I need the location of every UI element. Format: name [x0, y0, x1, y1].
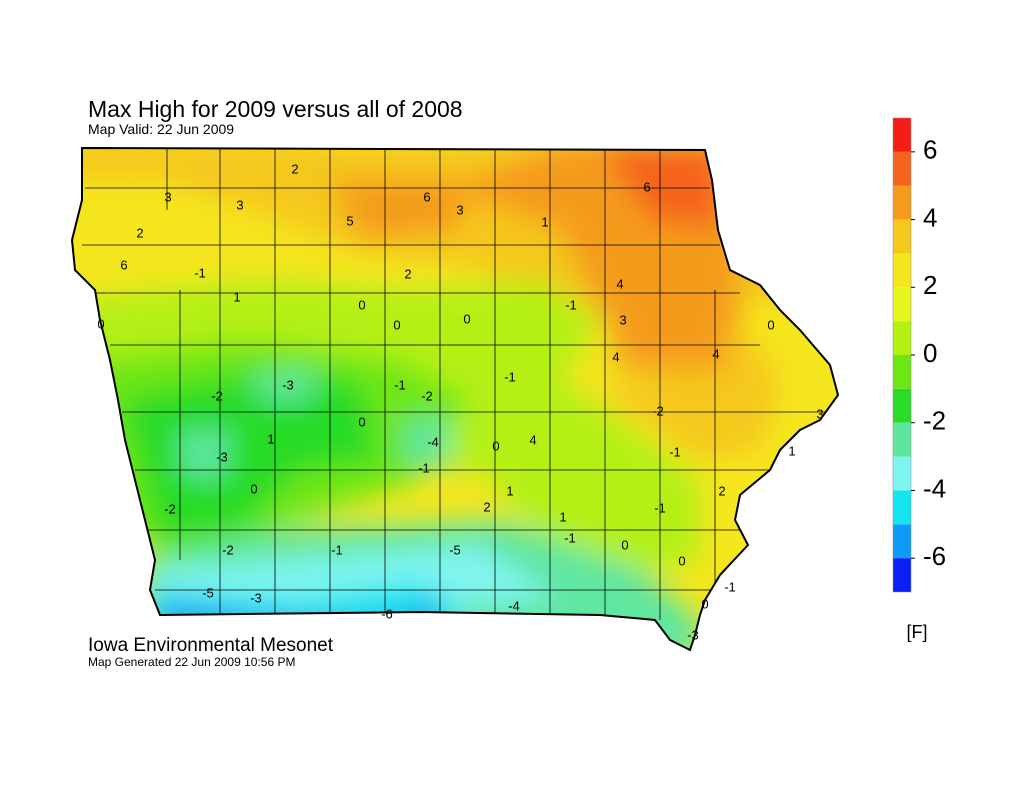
colorbar: -6 -4 -2 0 2 4 6 [892, 117, 946, 593]
station-value: 4 [612, 349, 619, 364]
source: Iowa Environmental Mesonet [88, 635, 334, 656]
station-value: -3 [250, 590, 262, 605]
station-value: -1 [724, 579, 736, 594]
station-value: 0 [393, 317, 400, 332]
colorbar-tick-label: 0 [923, 338, 937, 368]
colorbar-bin [893, 287, 911, 322]
generated-note: Map Generated 22 Jun 2009 10:56 PM [88, 655, 295, 669]
colorbar-tick-label: -6 [923, 541, 946, 571]
station-value: 3 [816, 406, 823, 421]
station-value: 2 [291, 161, 298, 176]
colorbar-bin [893, 219, 911, 254]
station-value: -3 [216, 449, 228, 464]
station-value: -2 [164, 501, 176, 516]
station-value: -1 [331, 542, 343, 557]
station-value: 0 [492, 438, 499, 453]
colorbar-bin [893, 355, 911, 389]
station-value: 0 [463, 311, 470, 326]
colorbar-bin [893, 558, 911, 592]
colorbar-tick-label: 4 [923, 202, 937, 232]
station-value: 3 [236, 197, 243, 212]
station-value: -1 [504, 369, 516, 384]
station-value: 4 [616, 276, 623, 291]
contour-field [72, 148, 838, 650]
colorbar-bin [893, 524, 911, 559]
station-value: 1 [788, 443, 795, 458]
colorbar-tick-label: -2 [923, 406, 946, 436]
station-value: -4 [508, 598, 520, 613]
station-value: -5 [202, 585, 214, 600]
colorbar-bin [893, 185, 911, 220]
colorbar-bin [893, 321, 911, 355]
colorbar-tick-label: -4 [923, 473, 946, 503]
station-value: 1 [506, 483, 513, 498]
station-value: 0 [621, 537, 628, 552]
station-value: -1 [418, 460, 430, 475]
station-value: 2 [718, 483, 725, 498]
station-value: 1 [267, 431, 274, 446]
station-value: -1 [564, 530, 576, 545]
station-value: -2 [421, 388, 433, 403]
colorbar-bin [893, 456, 911, 491]
station-value: 3 [456, 202, 463, 217]
station-value: -1 [565, 297, 577, 312]
station-value: 1 [541, 214, 548, 229]
station-value: 3 [164, 189, 171, 204]
colorbar-tick-label: 6 [923, 135, 937, 165]
station-value: -2 [652, 403, 664, 418]
station-value: 2 [404, 266, 411, 281]
station-value: -2 [222, 542, 234, 557]
station-value: 0 [678, 553, 685, 568]
station-value: -4 [427, 434, 439, 449]
station-value: -1 [394, 377, 406, 392]
station-value: -1 [669, 444, 681, 459]
station-value: -1 [194, 265, 206, 280]
county-lines [82, 148, 825, 620]
station-value: 0 [97, 316, 104, 331]
title: Max High for 2009 versus all of 2008 [88, 96, 463, 122]
station-value: -6 [381, 606, 393, 621]
colorbar-bin [893, 490, 911, 525]
station-value: 3 [619, 312, 626, 327]
colorbar-bin [893, 253, 911, 288]
station-value: 5 [346, 213, 353, 228]
station-value: 4 [529, 432, 536, 447]
station-value: 6 [120, 257, 127, 272]
station-value: 6 [643, 179, 650, 194]
station-value: 6 [423, 189, 430, 204]
station-labels: 2 3 3 2 5 6 3 1 6 6 -1 2 1 4 0 0 0 0 -1 3 0 4 4 -3 -2 -1 -2 -1 3 -2 0 1… [97, 161, 823, 642]
colorbar-bin [893, 118, 911, 152]
station-value: 4 [712, 346, 719, 361]
station-value: 1 [559, 509, 566, 524]
station-value: 0 [767, 317, 774, 332]
station-value: -3 [687, 627, 699, 642]
colorbar-bin [893, 151, 911, 186]
station-value: 1 [233, 289, 240, 304]
colorbar-bin [893, 388, 911, 423]
colorbar-unit: [F] [907, 622, 928, 642]
station-value: 2 [136, 225, 143, 240]
station-value: 0 [358, 414, 365, 429]
colorbar-tick-label: 2 [923, 270, 937, 300]
station-value: 0 [701, 596, 708, 611]
station-value: -2 [211, 388, 223, 403]
subtitle: Map Valid: 22 Jun 2009 [88, 121, 234, 137]
station-value: 0 [250, 481, 257, 496]
colorbar-bin [893, 422, 911, 457]
station-value: 2 [483, 499, 490, 514]
station-value: -3 [282, 377, 294, 392]
station-value: -5 [449, 542, 461, 557]
station-value: -1 [654, 500, 666, 515]
station-value: 0 [358, 297, 365, 312]
